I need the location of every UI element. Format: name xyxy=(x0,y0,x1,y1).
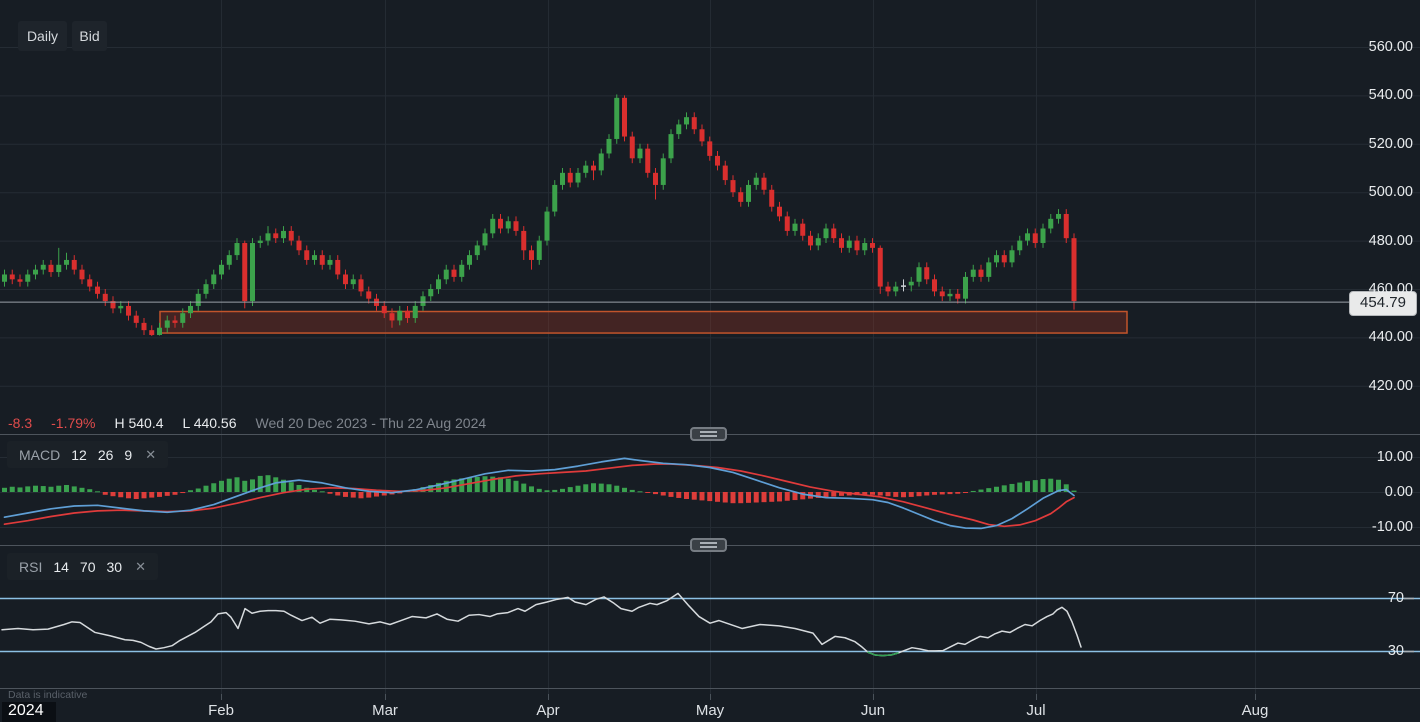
macd-param-fast: 12 xyxy=(71,446,87,463)
macd-indicator-pill[interactable]: MACD 12 26 9 ✕ xyxy=(7,441,169,468)
current-price-label: 454.79 xyxy=(1349,291,1417,316)
price-tick-label: 560.00 xyxy=(1368,39,1413,55)
rsi-indicator-pill[interactable]: RSI 14 70 30 ✕ xyxy=(7,553,158,580)
macd-tick-label: -10.00 xyxy=(1371,519,1413,535)
price-tick-label: 480.00 xyxy=(1368,232,1413,249)
panel-resize-handle-macd[interactable] xyxy=(690,427,727,441)
low-value: L 440.56 xyxy=(182,415,237,431)
date-range: Wed 20 Dec 2023 - Thu 22 Aug 2024 xyxy=(255,415,487,431)
rsi-label: RSI xyxy=(19,558,43,575)
month-label: May xyxy=(695,702,725,719)
high-value: H 540.4 xyxy=(114,415,164,431)
rsi-tick-label: 30 xyxy=(1387,643,1404,659)
panel-resize-handle-rsi[interactable] xyxy=(690,538,727,552)
month-label: Aug xyxy=(1241,702,1269,719)
price-tick-label: 440.00 xyxy=(1368,329,1413,346)
month-label: Apr xyxy=(536,702,560,719)
data-indicative-notice: Data is indicative xyxy=(8,689,88,701)
rsi-param-lower: 30 xyxy=(106,558,123,575)
year-label: 2024 xyxy=(2,702,56,722)
price-type-button[interactable]: Bid xyxy=(72,21,107,51)
macd-tick-label: 10.00 xyxy=(1376,449,1413,465)
stats-bar: -8.3 -1.79% H 540.4 L 440.56 Wed 20 Dec … xyxy=(8,414,486,432)
price-tick-label: 460.00 xyxy=(1368,281,1413,297)
price-tick-label: 500.00 xyxy=(1368,184,1413,201)
rsi-tick-label: 70 xyxy=(1387,590,1404,606)
rsi-param-period: 14 xyxy=(53,558,69,575)
month-label: Jul xyxy=(1026,702,1046,719)
month-label: Mar xyxy=(372,702,398,719)
macd-param-slow: 26 xyxy=(97,446,114,463)
change-value: -8.3 xyxy=(8,415,33,431)
price-tick-label: 520.00 xyxy=(1368,135,1413,152)
rsi-param-upper: 70 xyxy=(79,558,96,575)
price-tick-label: 420.00 xyxy=(1368,377,1413,394)
macd-close-icon[interactable]: ✕ xyxy=(145,446,157,462)
timeframe-button[interactable]: Daily xyxy=(18,21,67,51)
month-label: Jun xyxy=(860,702,886,719)
macd-param-signal: 9 xyxy=(124,446,133,463)
change-percent: -1.79% xyxy=(51,415,96,431)
price-tick-label: 540.00 xyxy=(1368,87,1413,104)
macd-tick-label: 0.00 xyxy=(1384,484,1413,500)
macd-label: MACD xyxy=(19,446,61,463)
month-label: Feb xyxy=(208,702,234,719)
rsi-close-icon[interactable]: ✕ xyxy=(135,558,146,574)
